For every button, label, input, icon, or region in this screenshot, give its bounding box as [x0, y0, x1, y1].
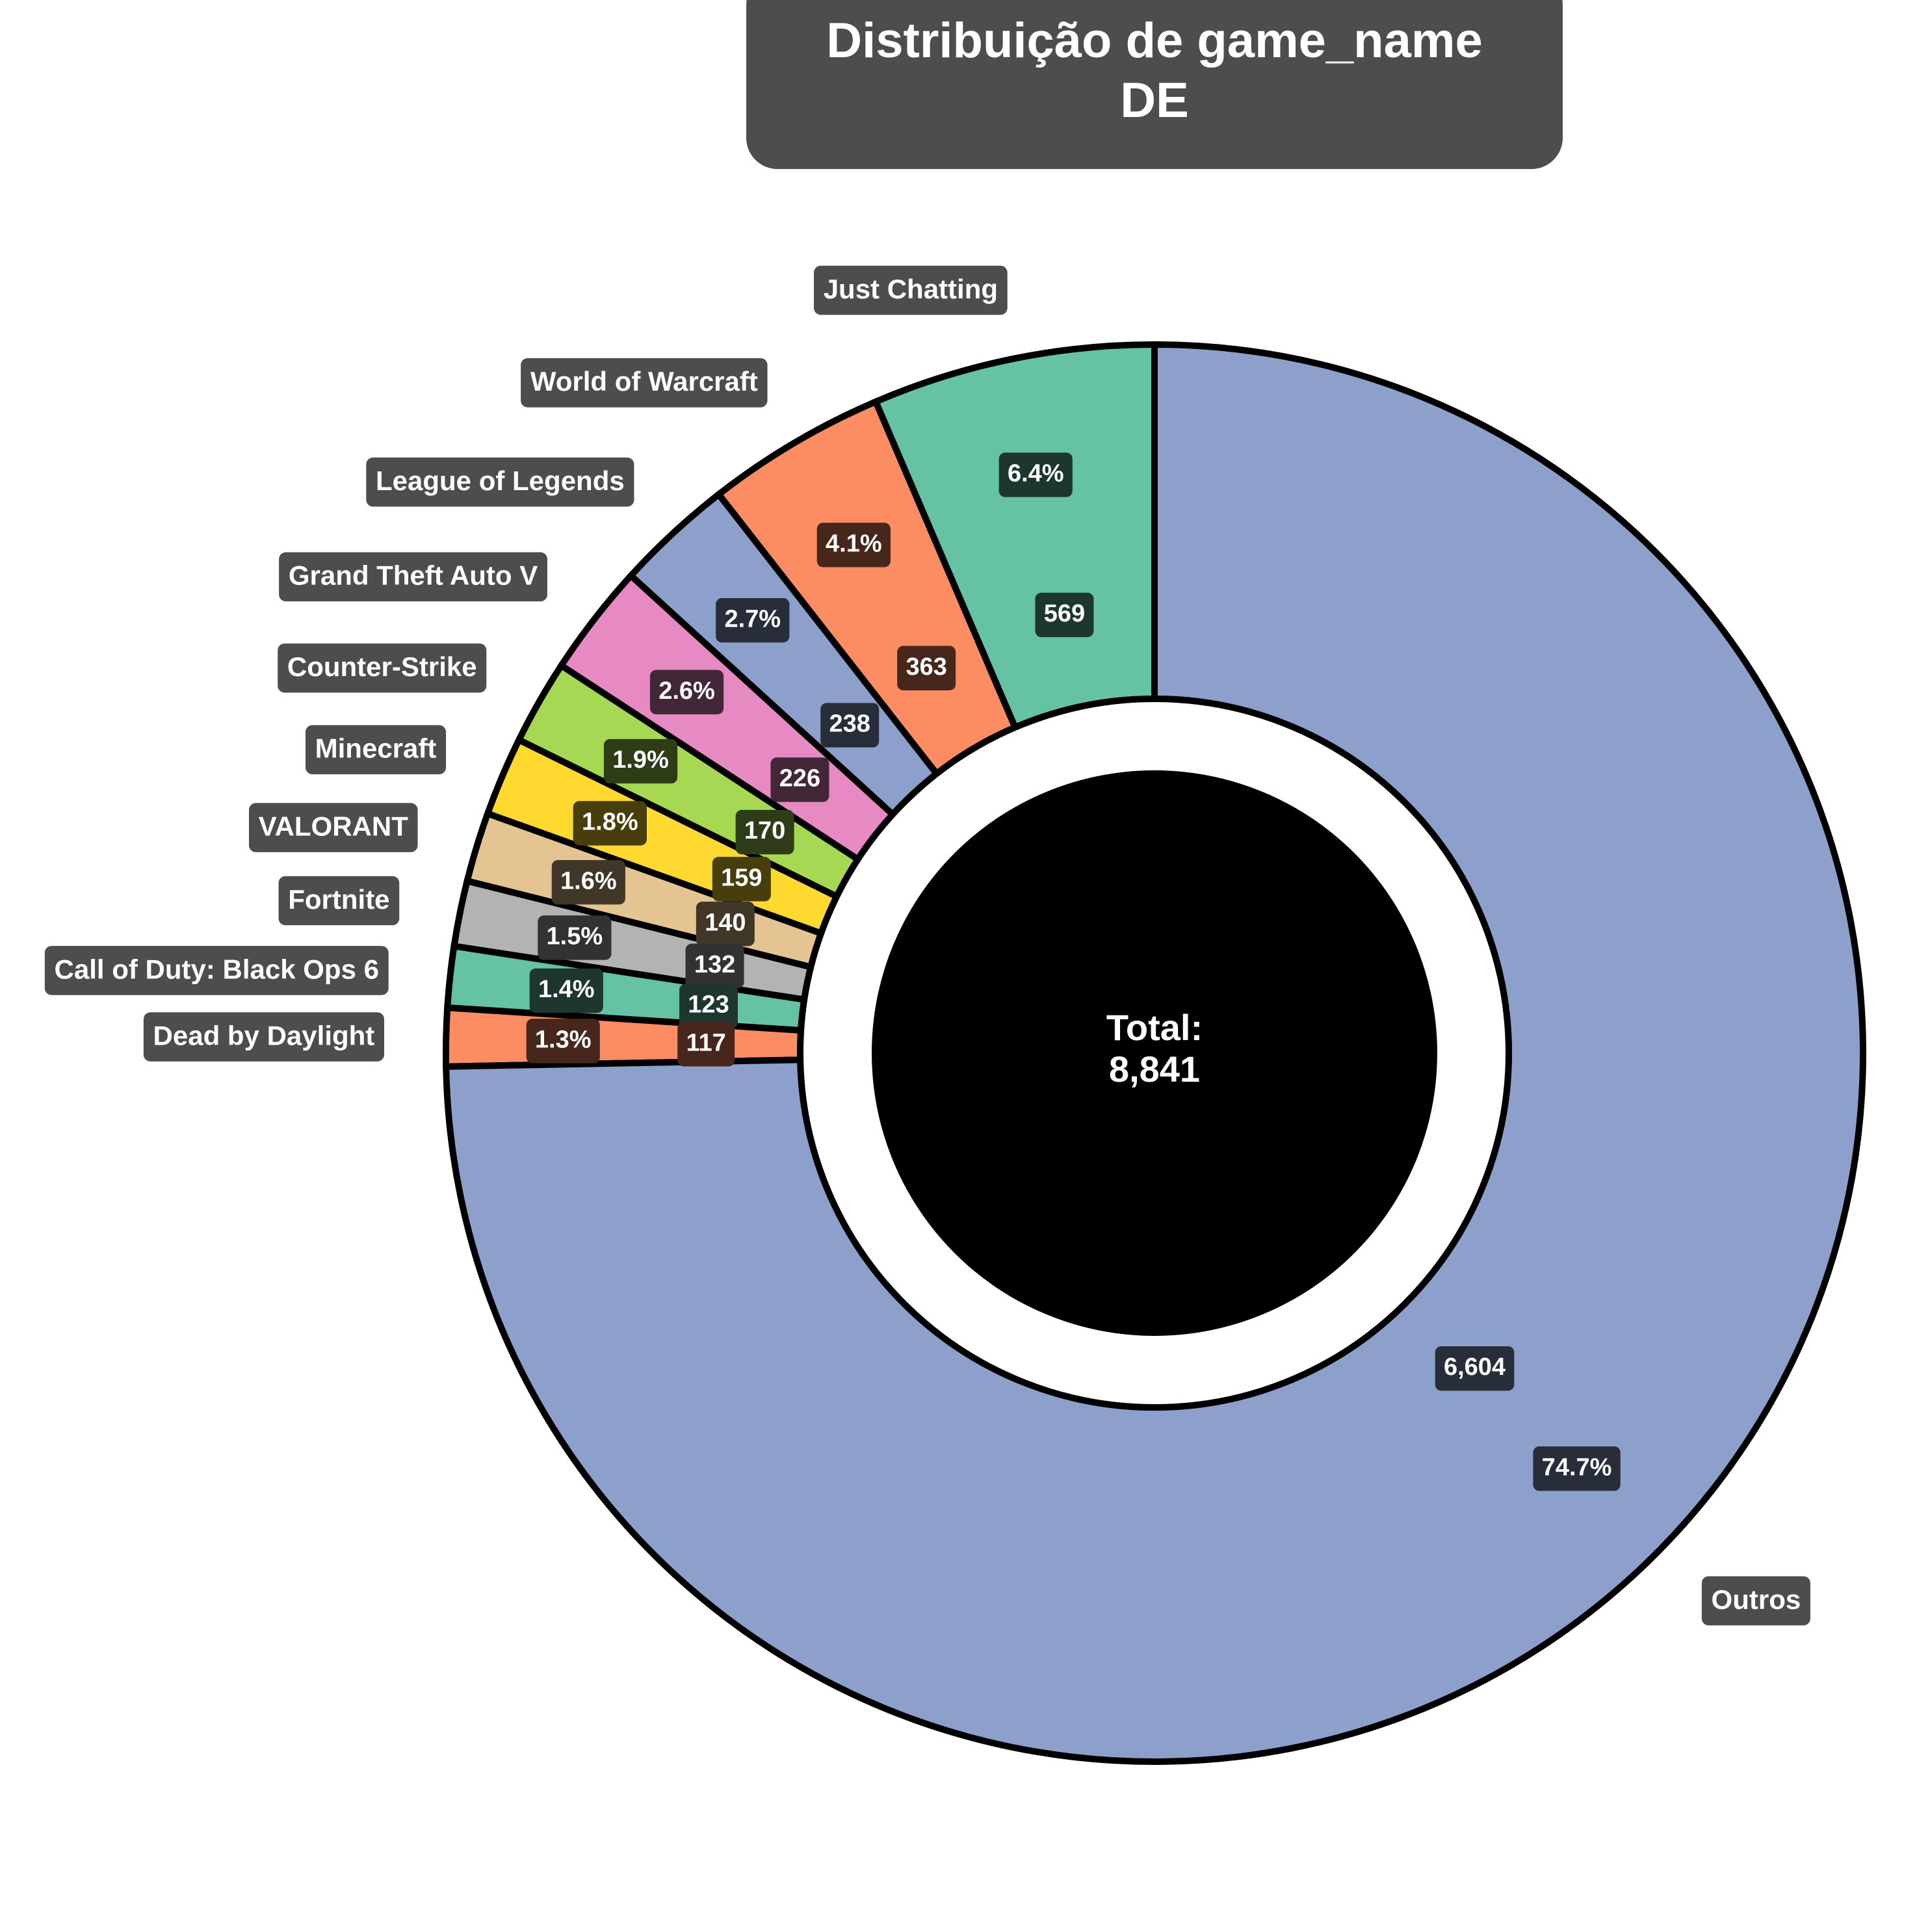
chart-title-line-2: DE	[1120, 73, 1189, 128]
category-label-dead-by-daylight-box	[143, 1012, 385, 1062]
value-label-just-chatting-box	[1035, 592, 1094, 638]
category-label-fortnite: Fortnite	[288, 884, 389, 915]
percent-label-minecraft: 1.8%	[582, 808, 638, 835]
category-label-minecraft: Minecraft	[315, 733, 437, 764]
chart-title-line-1: Distribuição de game_name	[826, 13, 1482, 68]
percent-label-world-of-warcraft: 4.1%	[826, 530, 882, 557]
category-label-world-of-warcraft: World of Warcraft	[530, 366, 758, 397]
percent-label-league-of-legends: 2.7%	[724, 605, 781, 633]
percent-label-valorant: 1.6%	[560, 867, 617, 894]
category-label-grand-theft-auto-v-box	[279, 552, 547, 602]
total-disc	[872, 770, 1437, 1336]
value-label-fortnite-box	[685, 943, 744, 989]
percent-label-just-chatting: 6.4%	[1008, 460, 1064, 488]
chart-title-box	[746, 0, 1563, 169]
category-label-league-of-legends: League of Legends	[376, 465, 625, 496]
value-label-outros-box	[1435, 1346, 1515, 1391]
percent-label-outros: 74.7%	[1542, 1454, 1612, 1481]
category-label-counter-strike-box	[278, 643, 487, 693]
value-label-league-of-legends: 238	[829, 711, 870, 738]
percent-label-call-of-duty-black-ops-6: 1.4%	[538, 976, 595, 1003]
value-label-minecraft-box	[712, 857, 771, 902]
value-label-minecraft: 159	[721, 864, 762, 891]
value-label-fortnite: 132	[694, 951, 735, 978]
value-label-world-of-warcraft-box	[897, 646, 956, 690]
percent-label-minecraft-box	[573, 801, 647, 846]
percent-label-dead-by-daylight-box	[526, 1019, 600, 1064]
percent-label-outros-box	[1533, 1446, 1621, 1491]
value-label-call-of-duty-black-ops-6: 123	[688, 991, 729, 1019]
percent-label-just-chatting-box	[998, 452, 1073, 497]
donut-center: Total: 8,841	[797, 696, 1512, 1411]
value-label-just-chatting: 569	[1044, 600, 1085, 627]
value-label-grand-theft-auto-v: 226	[779, 765, 820, 792]
category-label-just-chatting: Just Chatting	[824, 274, 998, 304]
category-label-league-of-legends-box	[366, 457, 634, 507]
value-label-league-of-legends-box	[820, 703, 880, 748]
category-label-valorant-box	[248, 803, 418, 852]
value-label-counter-strike: 170	[744, 817, 785, 844]
value-label-valorant: 140	[705, 909, 746, 936]
percent-label-grand-theft-auto-v: 2.6%	[659, 677, 715, 705]
value-label-counter-strike-box	[735, 809, 794, 855]
category-label-minecraft-box	[305, 725, 447, 775]
percent-label-call-of-duty-black-ops-6-box	[529, 968, 603, 1013]
percent-label-counter-strike-box	[603, 738, 678, 784]
category-label-grand-theft-auto-v: Grand Theft Auto V	[289, 560, 538, 591]
category-label-call-of-duty-black-ops-6-box	[44, 946, 389, 995]
percent-label-dead-by-daylight: 1.3%	[535, 1026, 592, 1053]
chart-title: Distribuição de game_name DE	[746, 0, 1563, 169]
category-label-dead-by-daylight: Dead by Daylight	[153, 1020, 375, 1051]
value-label-dead-by-daylight: 117	[686, 1029, 726, 1056]
percent-label-league-of-legends-box	[716, 597, 790, 643]
total-value: 8,841	[1109, 1049, 1200, 1090]
value-label-grand-theft-auto-v-box	[770, 757, 829, 802]
category-label-outros: Outros	[1712, 1584, 1801, 1615]
percent-label-fortnite-box	[538, 915, 612, 960]
percent-label-grand-theft-auto-v-box	[649, 670, 724, 714]
value-label-call-of-duty-black-ops-6-box	[679, 984, 738, 1028]
value-label-valorant-box	[696, 902, 755, 946]
percent-label-valorant-box	[551, 860, 625, 905]
category-label-call-of-duty-black-ops-6: Call of Duty: Black Ops 6	[55, 954, 379, 984]
category-label-counter-strike: Counter-Strike	[287, 651, 477, 682]
category-label-world-of-warcraft-box	[521, 358, 768, 408]
percent-label-counter-strike: 1.9%	[612, 746, 669, 774]
category-label-fortnite-box	[278, 876, 400, 926]
slice-labels: 569 6.4% Just Chatting 363 4.1% World of Warc…	[44, 265, 1810, 1626]
category-label-outros-box	[1701, 1576, 1810, 1626]
category-label-valorant: VALORANT	[259, 811, 409, 841]
value-label-dead-by-daylight-box	[677, 1022, 735, 1067]
category-label-just-chatting-box	[813, 265, 1008, 315]
percent-label-world-of-warcraft-box	[816, 523, 891, 568]
value-label-outros: 6,604	[1444, 1353, 1506, 1381]
percent-label-fortnite: 1.5%	[547, 923, 603, 950]
total-label: Total:	[1106, 1007, 1203, 1048]
value-label-world-of-warcraft: 363	[906, 653, 946, 681]
